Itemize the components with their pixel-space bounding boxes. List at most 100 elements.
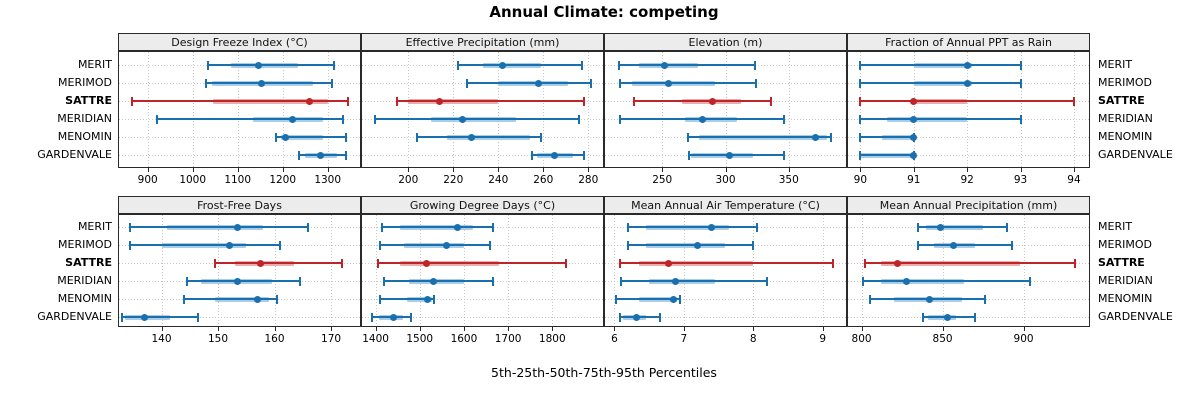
median-dot <box>453 223 461 231</box>
axis-tick-label: 1600 <box>450 333 478 345</box>
whisker-cap-low <box>378 241 381 250</box>
gridline-v <box>147 52 149 167</box>
gridline-v <box>861 215 863 326</box>
axis-tick-label: 1300 <box>314 174 342 186</box>
whisker-cap-high <box>832 259 835 268</box>
row-label-left: MERIT <box>77 220 112 233</box>
plot-area <box>847 214 1090 327</box>
whisker-cap-low <box>859 61 862 70</box>
whisker-cap-high <box>1019 79 1022 88</box>
whisker-cap-high <box>589 79 592 88</box>
median-dot <box>937 223 945 231</box>
median-dot <box>661 61 669 69</box>
whisker-line <box>860 154 914 156</box>
axis-tick-label: 1700 <box>494 333 522 345</box>
whisker-line <box>620 82 756 84</box>
whisker-cap-low <box>614 295 617 304</box>
whisker-cap-low <box>922 313 925 322</box>
whisker-cap-low <box>859 97 862 106</box>
whisker-cap-low <box>298 151 301 160</box>
gridline-v <box>463 215 465 326</box>
row-label-right: SATTRE <box>1098 94 1145 107</box>
whisker-line <box>379 298 435 300</box>
gridline-h <box>362 317 603 318</box>
whisker-cap-low <box>686 133 689 142</box>
axis-tick <box>822 327 824 331</box>
whisker-cap-high <box>276 295 279 304</box>
median-dot <box>633 313 641 321</box>
median-dot <box>256 259 264 267</box>
whisker-line <box>275 136 346 138</box>
axis-tick-label: 200 <box>398 174 419 186</box>
median-dot <box>910 97 918 105</box>
whisker-cap-low <box>859 115 862 124</box>
axis-tick <box>237 168 239 172</box>
whisker-cap-high <box>829 133 832 142</box>
whisker-line <box>382 226 493 228</box>
row-label-left: GARDENVALE <box>37 310 112 323</box>
gridline-h <box>119 317 360 318</box>
whisker-line <box>918 226 1008 228</box>
whisker-line <box>628 244 754 246</box>
whisker-line <box>863 280 1031 282</box>
median-dot <box>234 223 242 231</box>
row-label-left: MENOMIN <box>57 130 112 143</box>
axis-tick-label: 1100 <box>224 174 252 186</box>
median-dot <box>672 277 679 285</box>
whisker-cap-high <box>1029 277 1032 286</box>
row-label-left: GARDENVALE <box>37 148 112 161</box>
axis-tick <box>408 168 410 172</box>
gridline-h <box>119 155 360 156</box>
axis-tick <box>683 327 685 331</box>
axis-tick <box>192 168 194 172</box>
row-label-right: GARDENVALE <box>1098 148 1173 161</box>
whisker-cap-low <box>465 79 468 88</box>
whisker-cap-low <box>862 277 865 286</box>
plot-area <box>604 214 847 327</box>
median-dot <box>254 295 262 303</box>
median-dot <box>141 313 149 321</box>
axis-tick <box>552 327 554 331</box>
row-label-left: MERIDIAN <box>57 112 112 125</box>
whisker-line <box>377 262 566 264</box>
axis-tick-label: 280 <box>578 174 599 186</box>
whisker-line <box>186 280 300 282</box>
whisker-line <box>628 226 757 228</box>
axis-tick-label: 1200 <box>269 174 297 186</box>
median-dot <box>429 277 437 285</box>
whisker-line <box>417 136 541 138</box>
median-dot <box>499 61 507 69</box>
gridline-v <box>913 52 915 167</box>
row-label-left: SATTRE <box>65 256 112 269</box>
whisker-cap-high <box>344 133 347 142</box>
whisker-line <box>457 64 582 66</box>
axis-tick-label: 140 <box>151 333 172 345</box>
gridline-v <box>375 215 377 326</box>
whisker-line <box>688 154 784 156</box>
axis-tick-label: 250 <box>652 174 673 186</box>
whisker-line <box>918 244 1013 246</box>
whisker-cap-high <box>1006 223 1009 232</box>
whisker-cap-low <box>863 259 866 268</box>
panel-header-title: Design Freeze Index (°C) <box>118 33 361 51</box>
panel-header-title: Growing Degree Days (°C) <box>361 196 604 214</box>
median-dot <box>436 97 444 105</box>
axis-tick-label: 900 <box>1013 333 1034 345</box>
axis-tick <box>453 168 455 172</box>
gridline-v <box>408 52 410 167</box>
whisker-cap-high <box>433 295 436 304</box>
whisker-line <box>619 64 755 66</box>
gridline-v <box>1023 215 1025 326</box>
axis-tick <box>614 327 616 331</box>
whisker-cap-low <box>383 277 386 286</box>
whisker-cap-high <box>341 259 344 268</box>
panel-header-title: Frost-Free Days <box>118 196 361 214</box>
whisker-cap-high <box>582 97 585 106</box>
axis-tick <box>331 327 333 331</box>
axis-tick <box>274 327 276 331</box>
whisker-cap-high <box>491 223 494 232</box>
gridline-v <box>1073 52 1075 167</box>
row-label-left: MERIDIAN <box>57 274 112 287</box>
median-dot <box>258 79 266 87</box>
whisker-cap-high <box>766 277 769 286</box>
